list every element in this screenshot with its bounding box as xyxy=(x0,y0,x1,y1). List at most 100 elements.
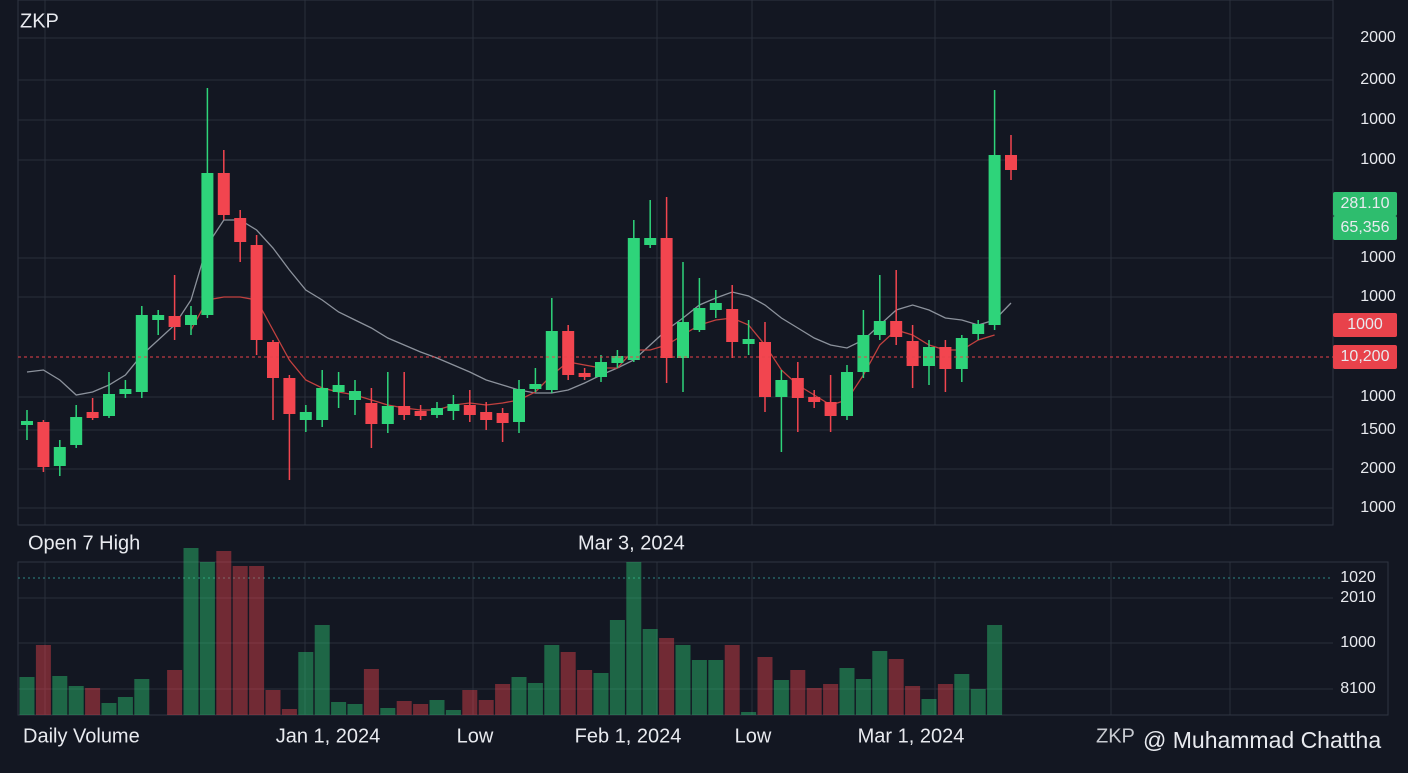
volume-bar xyxy=(741,712,757,715)
volume-bar xyxy=(331,702,347,715)
candle-body xyxy=(578,373,591,377)
y-tick-label: 2010 xyxy=(1340,589,1376,606)
volume-bar xyxy=(232,566,248,715)
y-tick-label: 1000 xyxy=(1360,249,1396,266)
candle-body xyxy=(70,417,83,445)
volume-bar xyxy=(445,710,461,715)
candle-body xyxy=(693,308,706,330)
volume-bar xyxy=(675,645,691,715)
candle-body xyxy=(775,380,788,397)
volume-bar xyxy=(216,551,232,715)
candle-body xyxy=(562,331,575,375)
candle-body xyxy=(217,173,230,215)
candle-body xyxy=(595,362,607,377)
volume-bar xyxy=(806,688,822,715)
volume-bar xyxy=(413,704,429,715)
x-tick-label: Low xyxy=(735,725,772,747)
volume-bar xyxy=(593,673,609,715)
volume-bar xyxy=(872,651,888,715)
volume-bar xyxy=(888,659,904,715)
volume-bar xyxy=(199,562,215,715)
volume-bar xyxy=(19,677,35,715)
volume-bar xyxy=(347,704,363,715)
volume-bar xyxy=(905,686,921,715)
candle-body xyxy=(677,322,689,358)
candle-body xyxy=(791,378,804,398)
candle-body xyxy=(152,315,165,320)
volume-bar xyxy=(380,708,396,715)
volume-bar xyxy=(68,686,84,715)
y-tick-label: 1000 xyxy=(1360,111,1396,128)
volume-bar xyxy=(265,690,281,715)
volume-bar xyxy=(937,684,953,715)
volume-bar xyxy=(85,688,101,715)
candle-body xyxy=(1005,155,1017,170)
volume-bar xyxy=(101,703,117,715)
candle-body xyxy=(841,372,853,416)
volume-bar xyxy=(609,620,625,715)
candle-body xyxy=(955,338,968,369)
volume-bar xyxy=(544,645,560,715)
candle-body xyxy=(611,356,624,363)
y-tick-label: 1020 xyxy=(1340,569,1376,586)
volume-bar xyxy=(35,645,51,715)
candle-body xyxy=(496,413,509,423)
candle-body xyxy=(529,384,542,389)
candle-body xyxy=(201,173,214,315)
price-tag-label: 1000 xyxy=(1347,316,1383,333)
candle-body xyxy=(644,238,657,245)
candle-body xyxy=(463,405,476,415)
volume-bar xyxy=(642,629,658,715)
volume-bar xyxy=(823,684,839,715)
x-tick-label: Low xyxy=(457,725,494,747)
candle-body xyxy=(972,324,985,334)
volume-bar xyxy=(855,679,871,715)
price-tag-label: 10,200 xyxy=(1341,348,1390,365)
volume-bar xyxy=(987,625,1003,715)
candle-body xyxy=(119,389,132,394)
volume-bar xyxy=(52,676,68,715)
volume-bar xyxy=(577,670,593,715)
y-tick-label: 1000 xyxy=(1360,499,1396,516)
y-tick-label: 1000 xyxy=(1360,288,1396,305)
candle-body xyxy=(365,403,378,424)
volume-bar xyxy=(954,674,970,715)
y-tick-label: 2000 xyxy=(1360,71,1396,88)
candle-body xyxy=(86,412,99,418)
candle-body xyxy=(168,316,181,327)
candle-body xyxy=(726,309,739,342)
volume-bar xyxy=(495,684,511,715)
price-tag xyxy=(1333,345,1397,369)
candle-body xyxy=(431,408,443,415)
volume-bar xyxy=(396,701,412,715)
candle-body xyxy=(267,342,279,378)
candle-body xyxy=(414,411,427,416)
y-tick-label: 2000 xyxy=(1360,29,1396,46)
x-tick-label: Feb 1, 2024 xyxy=(575,725,682,747)
volume-title: Daily Volume xyxy=(23,725,140,747)
candle-body xyxy=(135,315,148,392)
candle-body xyxy=(660,238,673,358)
candle-body xyxy=(939,347,952,369)
candle-body xyxy=(299,412,312,420)
volume-bar xyxy=(839,668,855,715)
candle-body xyxy=(873,321,886,335)
x-tick-label: Jan 1, 2024 xyxy=(276,725,381,747)
candle-body xyxy=(513,389,525,422)
candle-body xyxy=(21,421,33,425)
candle-body xyxy=(808,397,821,402)
candle-body xyxy=(283,378,296,414)
volume-bar xyxy=(167,670,183,715)
candle-body xyxy=(349,391,361,400)
volume-bar xyxy=(134,679,150,715)
volume-bar xyxy=(724,645,740,715)
candle-body xyxy=(37,422,50,467)
candle-body xyxy=(759,342,771,397)
price-panel-border xyxy=(17,0,1334,526)
price-tag-label: 65,356 xyxy=(1341,219,1390,236)
candle-body xyxy=(316,388,329,420)
candle-body xyxy=(923,347,935,366)
volume-bar xyxy=(429,700,445,715)
